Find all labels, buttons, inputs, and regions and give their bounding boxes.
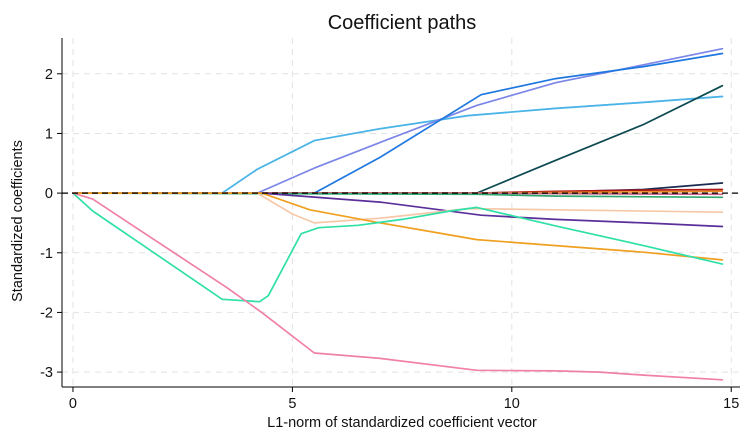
series-line (72, 192, 724, 224)
series-line (72, 192, 724, 303)
y-tick-label: -3 (40, 365, 53, 381)
axes: -3 -2 -1 0 1 2 0 5 10 15 (40, 38, 740, 412)
y-tick-label: -1 (40, 246, 53, 262)
series-line (72, 192, 724, 261)
series-line (72, 84, 724, 194)
series-line (72, 47, 724, 194)
gridlines (62, 38, 740, 387)
y-axis-label: Standardized coefficients (10, 140, 26, 302)
series-line (72, 52, 724, 194)
y-tick-label: -2 (40, 305, 53, 321)
series-line (72, 95, 724, 194)
series-lines (72, 47, 724, 381)
x-tick-label: 15 (723, 396, 739, 412)
y-tick-label: 1 (45, 126, 53, 142)
x-tick-label: 10 (504, 396, 520, 412)
series-line (72, 192, 724, 381)
chart-title: Coefficient paths (328, 12, 477, 34)
y-tick-label: 2 (45, 67, 53, 83)
x-axis-label: L1-norm of standardized coefficient vect… (267, 415, 537, 431)
series-line (72, 192, 724, 228)
series-line (72, 95, 724, 194)
x-tick-label: 5 (288, 396, 296, 412)
x-tick-label: 0 (69, 396, 77, 412)
y-tick-label: 0 (45, 186, 53, 202)
